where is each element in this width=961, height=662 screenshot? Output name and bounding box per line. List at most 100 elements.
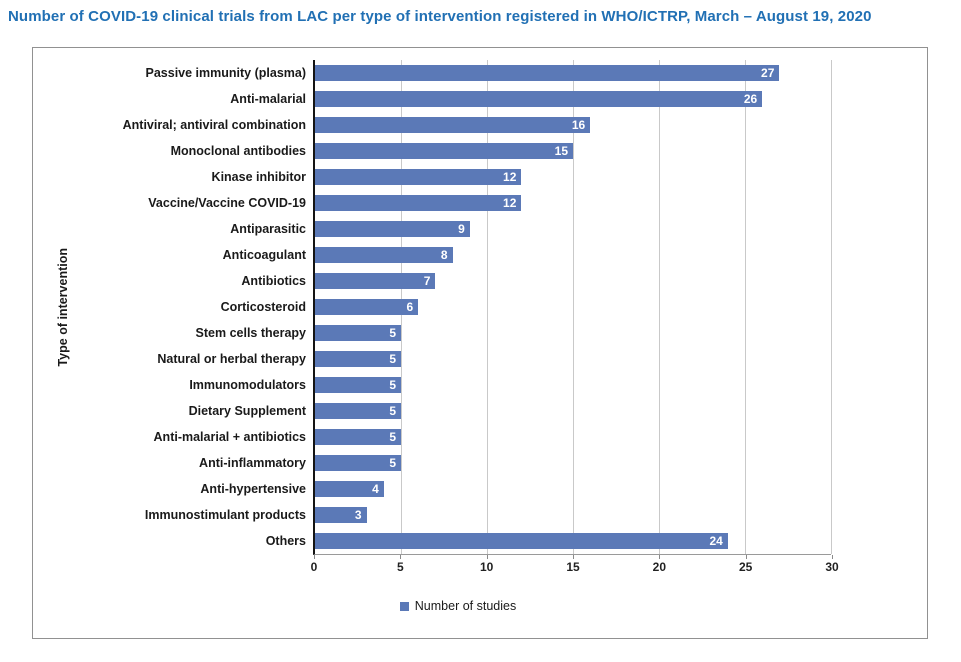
category-label: Immunostimulant products bbox=[144, 508, 306, 522]
bar-value-label: 26 bbox=[743, 92, 758, 106]
bar: 15 bbox=[315, 143, 573, 159]
bar-value-label: 5 bbox=[389, 378, 396, 392]
bar: 5 bbox=[315, 455, 401, 471]
bar-value-label: 5 bbox=[389, 456, 396, 470]
bar-row: 15 bbox=[315, 138, 831, 164]
bar-value-label: 3 bbox=[354, 508, 362, 522]
bar-row: 6 bbox=[315, 294, 831, 320]
bar-value-label: 9 bbox=[458, 222, 465, 236]
bar: 5 bbox=[315, 429, 401, 445]
category-labels: Passive immunity (plasma) Anti-malarial An… bbox=[85, 60, 313, 555]
plot-area: 27 26 16 15 12 12 9 8 7 6 5 5 5 5 5 5 4 3 24 bbox=[313, 60, 832, 555]
bar-value-label: 24 bbox=[709, 534, 723, 548]
category-label: Immunomodulators bbox=[189, 378, 306, 392]
bar: 9 bbox=[315, 221, 470, 237]
x-tick-mark bbox=[486, 555, 488, 559]
bar-value-label: 6 bbox=[406, 300, 414, 314]
bar-row: 12 bbox=[315, 190, 831, 216]
bar-value-label: 4 bbox=[372, 482, 379, 496]
x-tick-mark bbox=[573, 555, 574, 559]
legend-swatch-icon bbox=[399, 601, 409, 611]
gridline bbox=[659, 60, 660, 554]
category-label: Kinase inhibitor bbox=[211, 170, 306, 184]
category-label: Antibiotics bbox=[241, 274, 306, 288]
bar-value-label: 16 bbox=[571, 118, 586, 132]
bar-row: 5 bbox=[315, 346, 831, 372]
bar: 26 bbox=[315, 91, 763, 107]
category-label: Monoclonal antibodies bbox=[170, 144, 306, 158]
bar: 5 bbox=[315, 403, 401, 419]
bar-value-label: 5 bbox=[389, 430, 396, 444]
category-label: Anti-inflammatory bbox=[199, 456, 306, 470]
bar-value-label: 12 bbox=[503, 196, 517, 210]
bar: 3 bbox=[315, 507, 367, 523]
gridline bbox=[745, 60, 746, 554]
bar-row: 5 bbox=[315, 424, 831, 450]
bar-row: 27 bbox=[315, 60, 831, 86]
category-label: Vaccine/Vaccine COVID-19 bbox=[148, 196, 306, 210]
bar-row: 4 bbox=[315, 476, 831, 502]
bar: 12 bbox=[315, 169, 522, 185]
y-axis-label-column: Type of intervention bbox=[41, 60, 85, 554]
chart-frame: Type of intervention Passive immunity (p… bbox=[32, 47, 928, 639]
plot-column: Passive immunity (plasma) Anti-malarial An… bbox=[85, 60, 927, 638]
bar: 8 bbox=[315, 247, 453, 263]
x-axis: 0 5 10 15 20 25 30 bbox=[311, 555, 839, 579]
category-label: Corticosteroid bbox=[220, 300, 306, 314]
category-label: Others bbox=[265, 534, 306, 548]
bar: 16 bbox=[315, 117, 591, 133]
bar-value-label: 8 bbox=[440, 248, 448, 262]
bar: 7 bbox=[315, 273, 436, 289]
x-tick-label: 25 bbox=[738, 560, 753, 574]
x-tick-label: 20 bbox=[652, 560, 667, 574]
x-tick-mark bbox=[659, 555, 661, 559]
bar-value-label: 15 bbox=[554, 144, 568, 158]
chart-title: Number of COVID-19 clinical trials from … bbox=[8, 8, 872, 25]
bar-row: 3 bbox=[315, 502, 831, 528]
bar: 24 bbox=[315, 533, 728, 549]
category-label: Passive immunity (plasma) bbox=[145, 66, 306, 80]
category-label: Antiviral; antiviral combination bbox=[122, 118, 306, 132]
category-label: Anticoagulant bbox=[222, 248, 306, 262]
x-tick-mark bbox=[400, 555, 402, 559]
category-label: Anti-malarial bbox=[230, 92, 306, 106]
x-tick-label: 5 bbox=[396, 560, 404, 574]
bar-row: 16 bbox=[315, 112, 831, 138]
bar-value-label: 5 bbox=[389, 404, 396, 418]
bar-value-label: 12 bbox=[503, 170, 517, 184]
bar: 6 bbox=[315, 299, 419, 315]
x-tick-mark bbox=[832, 555, 833, 559]
bar-row: 26 bbox=[315, 86, 831, 112]
category-label: Anti-hypertensive bbox=[200, 482, 306, 496]
bar-row: 24 bbox=[315, 528, 831, 554]
bar-value-label: 27 bbox=[761, 66, 775, 80]
bar-row: 9 bbox=[315, 216, 831, 242]
bar-row: 7 bbox=[315, 268, 831, 294]
y-axis-label: Type of intervention bbox=[56, 247, 70, 367]
legend: Number of studies bbox=[85, 599, 831, 613]
bar-row: 5 bbox=[315, 398, 831, 424]
bar: 4 bbox=[315, 481, 384, 497]
bar-row: 5 bbox=[315, 372, 831, 398]
bar-value-label: 5 bbox=[389, 352, 396, 366]
legend-label: Number of studies bbox=[414, 599, 517, 613]
x-tick-mark bbox=[745, 555, 747, 559]
x-tick-label: 30 bbox=[825, 560, 839, 574]
category-label: Dietary Supplement bbox=[188, 404, 306, 418]
bar-row: 12 bbox=[315, 164, 831, 190]
category-label: Anti-malarial + antibiotics bbox=[153, 430, 306, 444]
bar-row: 5 bbox=[315, 320, 831, 346]
gridline bbox=[487, 60, 488, 554]
bar: 5 bbox=[315, 325, 401, 341]
x-tick-label: 10 bbox=[479, 560, 494, 574]
bar-value-label: 5 bbox=[389, 326, 396, 340]
bar-row: 5 bbox=[315, 450, 831, 476]
category-label: Antiparasitic bbox=[230, 222, 306, 236]
bar: 27 bbox=[315, 65, 780, 81]
bar-row: 8 bbox=[315, 242, 831, 268]
x-tick-mark bbox=[314, 555, 315, 559]
plot-row: Passive immunity (plasma) Anti-malarial An… bbox=[85, 60, 927, 555]
bar: 12 bbox=[315, 195, 522, 211]
category-label: Natural or herbal therapy bbox=[157, 352, 306, 366]
category-label: Stem cells therapy bbox=[195, 326, 306, 340]
